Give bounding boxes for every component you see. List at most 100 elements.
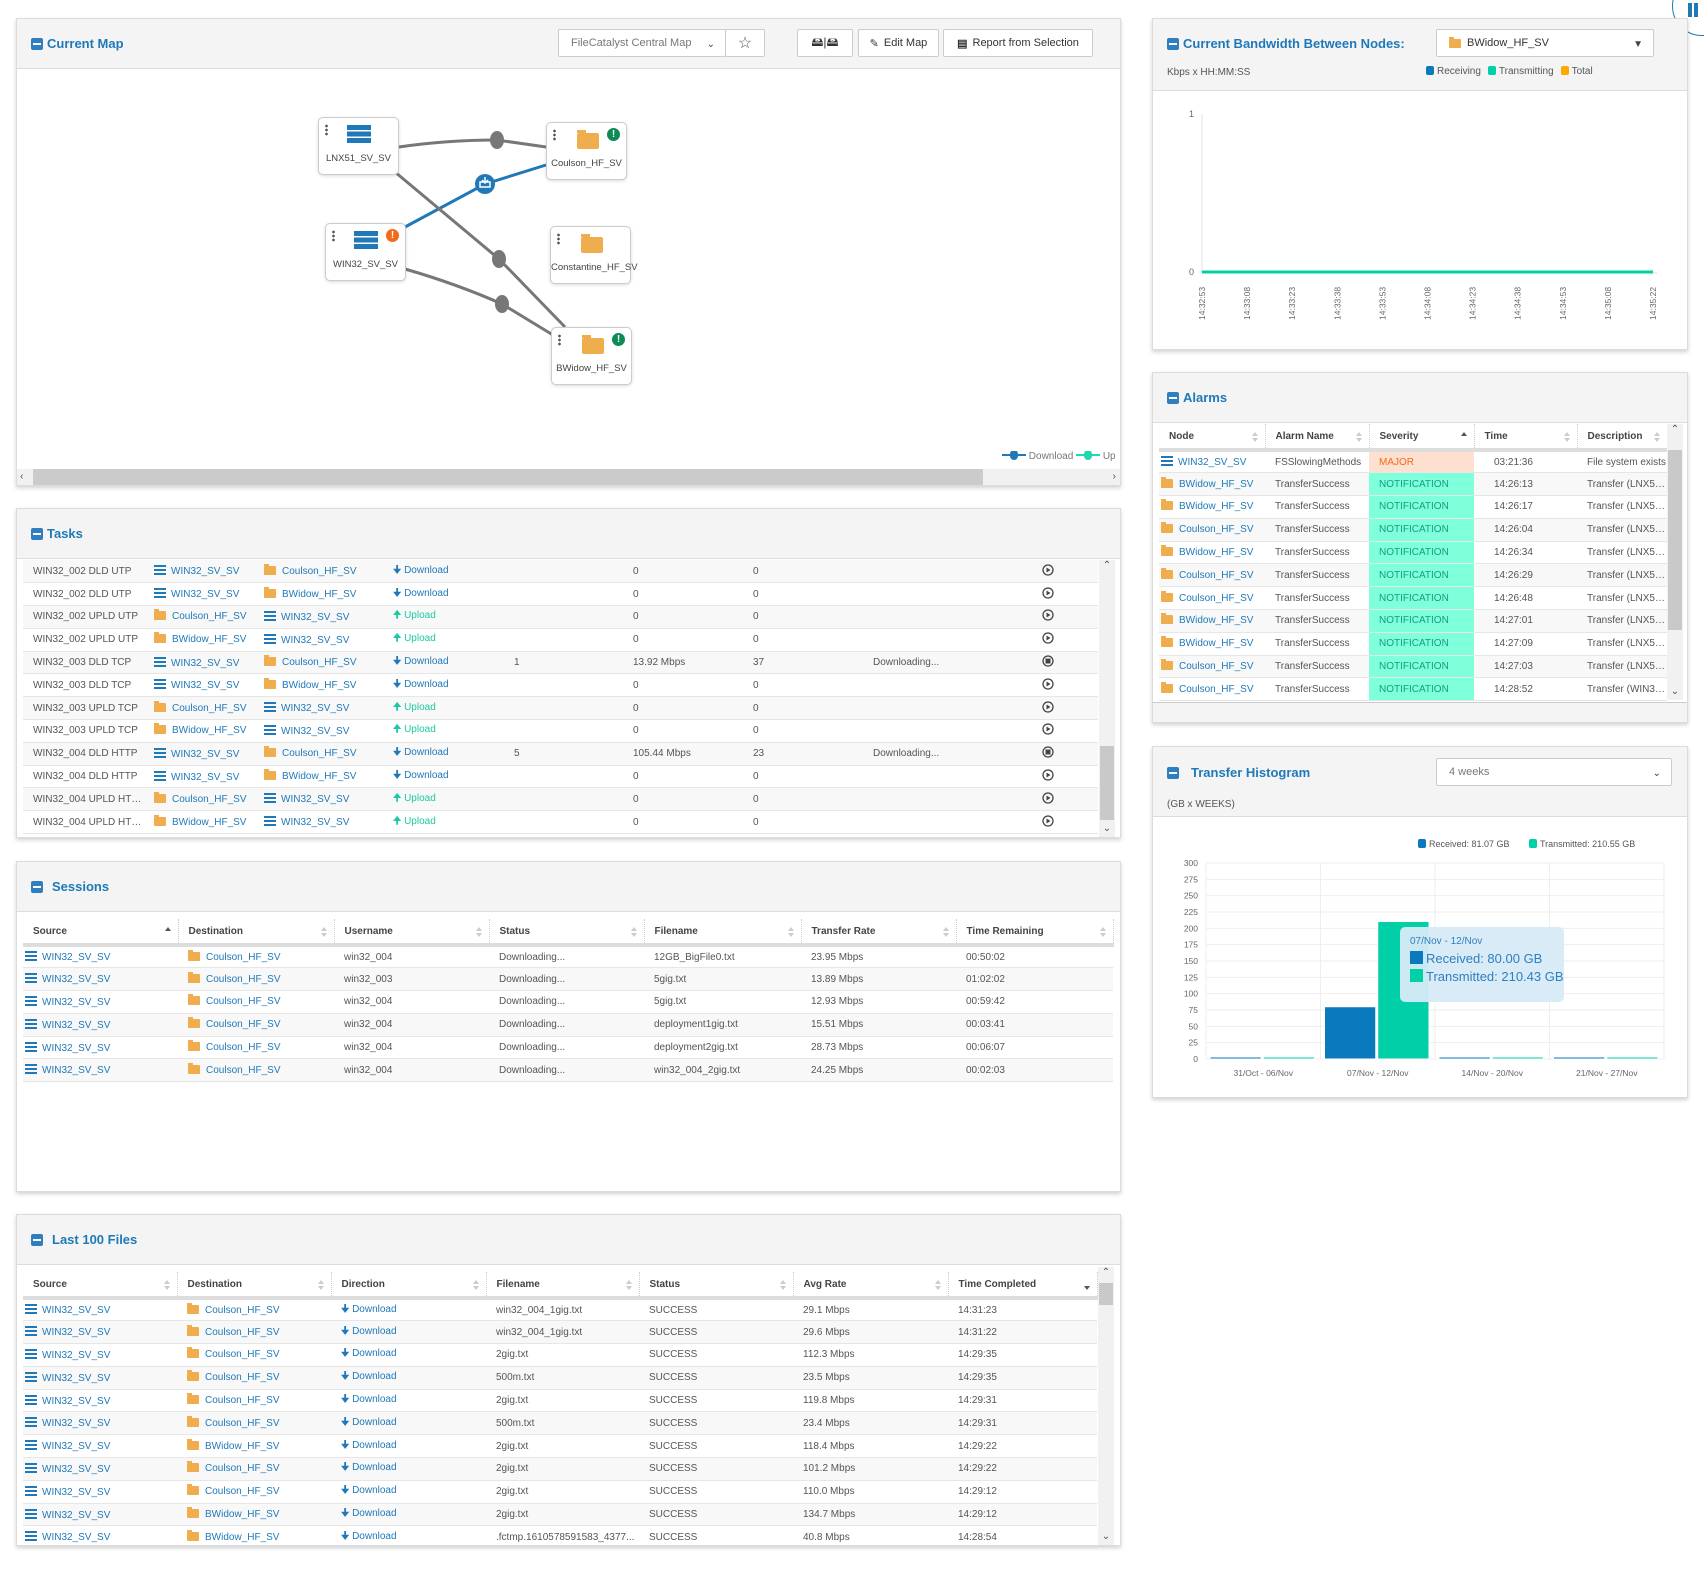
node-link[interactable]: WIN32_SV_SV [42,1463,111,1475]
alarm-row[interactable]: BWidow_HF_SV TransferSuccess NOTIFICATION 1… [1159,541,1667,564]
sort-icon[interactable] [625,1280,633,1290]
column-header[interactable]: Avg Rate [793,1272,949,1300]
sort-icon[interactable] [1653,432,1661,442]
node-link[interactable]: WIN32_SV_SV [281,703,350,715]
play-circle-icon[interactable] [1042,769,1054,781]
collapse-icon[interactable] [31,37,43,50]
node-menu-icon[interactable] [557,233,560,245]
stop-circle-icon[interactable] [1042,655,1054,667]
edit-map-button[interactable]: ✎ Edit Map [858,29,939,57]
play-circle-icon[interactable] [1042,587,1054,599]
map-canvas[interactable]: LNX51_SV_SV ! Coulson_HF_SV ! WIN32_SV_SV … [17,70,1120,485]
node-link[interactable]: BWidow_HF_SV [282,771,357,783]
collapse-icon[interactable] [1167,391,1179,404]
node-link[interactable]: Coulson_HF_SV [205,1463,280,1475]
alarms-scrollbar[interactable]: ⌃ ⌄ [1667,424,1683,700]
alarm-row[interactable]: Coulson_HF_SV TransferSuccess NOTIFICATION… [1159,563,1667,587]
task-row[interactable]: WIN32_002 DLD UTP WIN32_SV_SV BWidow_HF_SV… [23,583,1098,606]
column-header[interactable]: Source [23,919,179,947]
collapse-icon[interactable] [31,527,43,540]
node-link[interactable]: BWidow_HF_SV [172,634,247,646]
sort-icon[interactable] [1251,432,1259,442]
node-link[interactable]: Coulson_HF_SV [282,657,357,669]
range-select[interactable]: 4 weeks ⌄ [1436,758,1672,786]
tasks-scrollbar[interactable]: ⌃ ⌄ [1099,560,1115,837]
map-horizontal-scrollbar[interactable]: ‹ › [17,469,1120,485]
map-node-constantine[interactable]: Constantine_HF_SV [550,226,638,284]
column-header[interactable]: Time [1474,424,1578,452]
sort-icon[interactable] [1099,927,1107,937]
column-header[interactable]: Description [1577,424,1668,452]
node-link[interactable]: WIN32_SV_SV [42,1509,111,1521]
column-header[interactable]: Destination [178,919,335,947]
sort-icon[interactable] [1083,1280,1091,1290]
session-row[interactable]: WIN32_SV_SV Coulson_HF_SV win32_003 Downloa… [23,967,1113,991]
scrollbar-thumb[interactable] [1668,450,1682,630]
node-link[interactable]: Coulson_HF_SV [1179,592,1254,604]
node-link[interactable]: WIN32_SV_SV [42,952,111,964]
node-link[interactable]: BWidow_HF_SV [1179,547,1254,559]
node-link[interactable]: BWidow_HF_SV [172,725,247,737]
node-link[interactable]: Coulson_HF_SV [205,1326,280,1338]
node-link[interactable]: BWidow_HF_SV [172,816,247,828]
play-circle-icon[interactable] [1042,701,1054,713]
sort-icon[interactable] [475,927,483,937]
task-row[interactable]: WIN32_004 DLD HTTP WIN32_SV_SV Coulson_HF_… [23,742,1098,766]
sort-icon[interactable] [630,927,638,937]
scroll-down-icon[interactable]: ⌄ [1102,823,1112,834]
scroll-left-icon[interactable]: ‹ [20,470,24,482]
column-header[interactable]: Filename [644,919,802,947]
scrollbar-thumb[interactable] [33,469,983,485]
node-link[interactable]: Coulson_HF_SV [205,1372,280,1384]
file-row[interactable]: WIN32_SV_SV Coulson_HF_SV 🠋 Download 500m.t… [23,1366,1097,1390]
session-row[interactable]: WIN32_SV_SV Coulson_HF_SV win32_004 Downloa… [23,1058,1113,1082]
alarm-row[interactable]: WIN32_SV_SV FSSlowingMethods MAJOR 03:21:36… [1159,450,1667,473]
scroll-down-icon[interactable]: ⌄ [1670,686,1680,697]
sort-icon[interactable] [163,1280,171,1290]
session-row[interactable]: WIN32_SV_SV Coulson_HF_SV win32_004 Downloa… [23,1036,1113,1059]
play-circle-icon[interactable] [1042,815,1054,827]
node-link[interactable]: Coulson_HF_SV [206,996,281,1008]
scrollbar-thumb[interactable] [1099,1283,1113,1305]
file-row[interactable]: WIN32_SV_SV Coulson_HF_SV 🠋 Download 500m.t… [23,1411,1097,1435]
file-row[interactable]: WIN32_SV_SV BWidow_HF_SV 🠋 Download 2gig.tx… [23,1435,1097,1458]
column-header[interactable]: Username [334,919,490,947]
sort-icon[interactable] [164,927,172,937]
node-link[interactable]: Coulson_HF_SV [282,748,357,760]
sessions-title[interactable]: Sessions [31,879,109,894]
file-row[interactable]: WIN32_SV_SV BWidow_HF_SV 🠋 Download 2gig.tx… [23,1503,1097,1526]
node-link[interactable]: WIN32_SV_SV [171,566,240,578]
display-toggle-button[interactable]: 🖴|🖴 [797,29,853,57]
sort-icon[interactable] [779,1280,787,1290]
node-link[interactable]: WIN32_SV_SV [42,1019,111,1031]
current-map-title[interactable]: Current Map [31,36,124,51]
node-link[interactable]: WIN32_SV_SV [42,1327,111,1339]
play-circle-icon[interactable] [1042,678,1054,690]
task-row[interactable]: WIN32_003 DLD TCP WIN32_SV_SV BWidow_HF_SV… [23,674,1098,697]
collapse-icon[interactable] [31,880,43,893]
sort-icon[interactable] [1460,432,1468,442]
column-header[interactable]: Time Remaining [956,919,1114,947]
node-link[interactable]: Coulson_HF_SV [1179,569,1254,581]
alarm-row[interactable]: BWidow_HF_SV TransferSuccess NOTIFICATION 1… [1159,609,1667,633]
node-link[interactable]: Coulson_HF_SV [206,1042,281,1054]
node-link[interactable]: BWidow_HF_SV [1179,478,1254,490]
sort-icon[interactable] [934,1280,942,1290]
column-header[interactable]: Transfer Rate [801,919,957,947]
file-row[interactable]: WIN32_SV_SV Coulson_HF_SV 🠋 Download 2gig.t… [23,1480,1097,1504]
sort-icon[interactable] [317,1280,325,1290]
file-row[interactable]: WIN32_SV_SV BWidow_HF_SV 🠋 Download .fctmp.… [23,1526,1097,1549]
map-node-lnx51[interactable]: LNX51_SV_SV [318,117,399,175]
map-node-win32[interactable]: ! WIN32_SV_SV [325,223,406,281]
node-menu-icon[interactable] [553,129,556,141]
alarm-row[interactable]: BWidow_HF_SV TransferSuccess NOTIFICATION 1… [1159,495,1667,519]
node-link[interactable]: Coulson_HF_SV [205,1486,280,1498]
sort-icon[interactable] [472,1280,480,1290]
node-link[interactable]: Coulson_HF_SV [205,1304,280,1316]
histogram-title[interactable]: Transfer Histogram [1167,765,1310,780]
column-header[interactable]: Severity [1369,424,1475,452]
node-link[interactable]: Coulson_HF_SV [172,793,247,805]
node-link[interactable]: WIN32_SV_SV [42,1486,111,1498]
alarm-row[interactable]: Coulson_HF_SV TransferSuccess NOTIFICATION… [1159,586,1667,610]
node-link[interactable]: BWidow_HF_SV [282,588,357,600]
